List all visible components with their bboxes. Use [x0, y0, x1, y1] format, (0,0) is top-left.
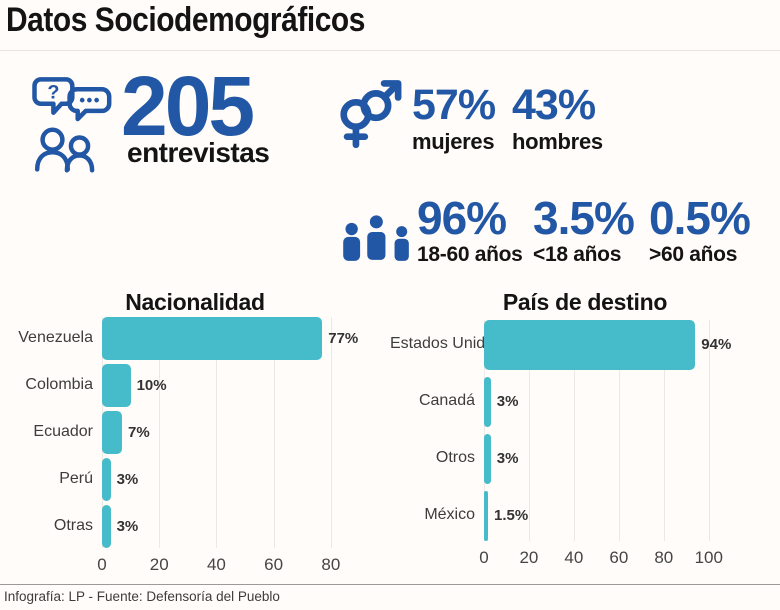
page-title: Datos Sociodemográficos	[6, 1, 365, 39]
header-divider	[0, 50, 780, 51]
category-label-peru: Perú	[59, 469, 93, 487]
value-label-canada: 3%	[496, 393, 519, 410]
category-label-colombia: Colombia	[25, 375, 93, 393]
gridline	[663, 320, 665, 541]
gridline	[330, 317, 332, 548]
footer-divider	[0, 584, 780, 585]
bar-otras	[102, 505, 111, 548]
footer-credit: Infografía: LP - Fuente: Defensoría del …	[4, 589, 280, 604]
stat-age-18-60: 96% 18-60 años	[417, 195, 523, 266]
stat-label: >60 años	[649, 243, 738, 266]
chart-title: Nacionalidad	[125, 289, 265, 315]
bar-estados-unidos	[484, 320, 696, 370]
stat-value: 43%	[512, 81, 596, 129]
value-label-mexico: 1.5%	[494, 507, 529, 524]
axis-tick-label: 60	[609, 548, 629, 567]
value-label-colombia: 10%	[136, 376, 167, 394]
stat-value: 0.5%	[649, 192, 751, 244]
bar-peru	[102, 458, 111, 501]
stat-age-over-60: 0.5% >60 años	[649, 192, 751, 266]
bar-mexico	[484, 491, 488, 541]
axis-tick-label: 20	[149, 555, 169, 574]
category-label-estados-unidos: Estados Unidos	[390, 335, 503, 352]
category-label-otras: Otras	[53, 516, 93, 534]
stat-mujeres: 57% mujeres	[412, 81, 496, 154]
chat-question-icon: ?	[32, 77, 112, 173]
stat-label: hombres	[512, 129, 603, 154]
value-label-estados-unidos: 94%	[701, 336, 732, 353]
stat-value: 3.5%	[533, 192, 635, 244]
gridline	[484, 320, 485, 541]
svg-text:?: ?	[47, 81, 59, 103]
gridline	[528, 320, 530, 541]
value-label-otros: 3%	[496, 450, 519, 467]
category-label-venezuela: Venezuela	[18, 328, 93, 346]
gridline	[273, 317, 275, 548]
gridline	[708, 320, 710, 541]
stat-hombres: 43% hombres	[512, 84, 603, 154]
axis-tick-label: 80	[654, 548, 674, 567]
stat-value: 57%	[412, 81, 496, 129]
stat-label: mujeres	[412, 129, 495, 154]
axis-tick-label: 40	[206, 555, 226, 574]
stat-label: 18-60 años	[417, 243, 523, 266]
bar-venezuela	[102, 317, 323, 360]
category-label-otros: Otros	[435, 449, 475, 466]
axis-tick-label: 40	[564, 548, 584, 567]
stat-label: <18 años	[533, 243, 622, 266]
category-label-ecuador: Ecuador	[33, 422, 93, 440]
axis-tick-label: 20	[519, 548, 539, 567]
bar-ecuador	[102, 411, 123, 454]
gridline	[573, 320, 575, 541]
axis-tick-label: 80	[321, 555, 341, 574]
chart-title: País de destino	[502, 289, 668, 315]
axis-tick-label: 60	[264, 555, 284, 574]
stat-value: 96%	[417, 192, 507, 244]
interviews-count: 205	[121, 59, 255, 153]
axis-tick-label: 0	[97, 555, 107, 574]
category-label-canada: Canadá	[418, 392, 475, 409]
axis-tick-label: 100	[694, 548, 723, 567]
chart-pais-de-destino: País de destino 0 20 40 60 80 100 Estados Unido…	[390, 285, 780, 577]
family-group-icon	[343, 214, 409, 261]
interviews-label: entrevistas	[127, 137, 270, 168]
gridline	[618, 320, 620, 541]
bar-otros	[484, 434, 491, 484]
gender-symbols-icon	[340, 80, 402, 149]
bar-colombia	[102, 364, 131, 407]
value-label-ecuador: 7%	[128, 423, 150, 441]
gridline	[159, 317, 161, 548]
axis-tick-label: 0	[479, 548, 489, 567]
value-label-venezuela: 77%	[328, 329, 359, 347]
stat-age-under-18: 3.5% <18 años	[533, 192, 635, 266]
category-label-mexico: México	[424, 506, 475, 523]
bar-canada	[484, 377, 491, 427]
chart-nacionalidad: Nacionalidad 0 20 40 60 80 Venezuela 77% Colombi…	[0, 285, 390, 577]
value-label-peru: 3%	[116, 470, 139, 488]
value-label-otras: 3%	[116, 517, 139, 535]
gridline	[216, 317, 218, 548]
